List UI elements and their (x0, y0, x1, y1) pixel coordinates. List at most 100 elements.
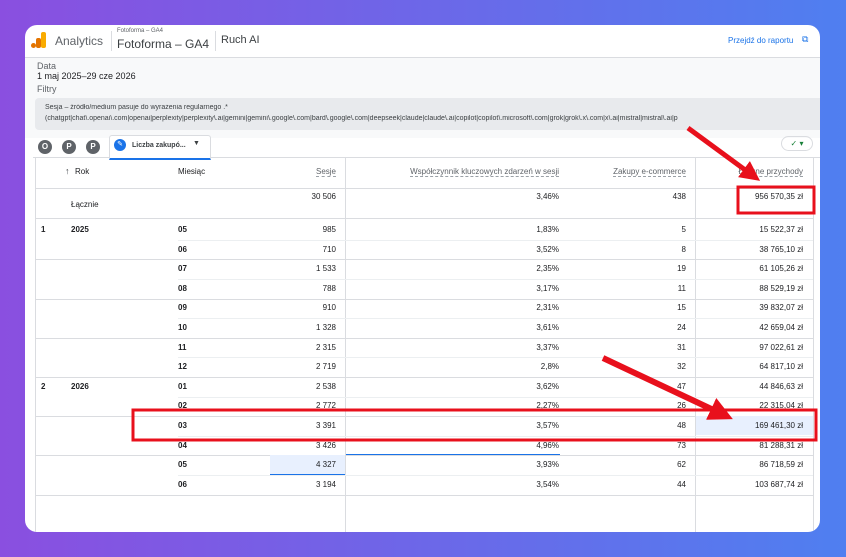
month-cell: 05 (178, 225, 187, 234)
dropdown: ▼ (193, 140, 200, 147)
table-border-left (35, 158, 36, 532)
month-cell: 04 (178, 440, 187, 450)
row-line (178, 357, 813, 359)
year-cell: 2025 (71, 225, 89, 234)
status-pill[interactable]: ✓ ▾ (781, 136, 813, 151)
tab-circle[interactable]: P (86, 140, 100, 154)
data-cell: 2 772 (315, 401, 336, 411)
separator (111, 31, 112, 51)
tab-label[interactable]: Liczba zakupó... (132, 142, 186, 149)
month-cell: 07 (178, 264, 187, 274)
property-name[interactable]: Fotoforma – GA4 (117, 37, 210, 51)
data-cell: 22 315,04 zł (759, 401, 803, 411)
data-cell: 3,52% (536, 244, 559, 254)
row-line (178, 475, 813, 476)
data-cell: 710 (322, 244, 336, 254)
data-cell: 39 832,07 zł (759, 303, 803, 313)
row-line (178, 239, 813, 241)
row-index: 1 (41, 225, 46, 234)
data-cell: 169 461,30 zł (754, 421, 803, 430)
data-cell: 1 533 (315, 264, 336, 274)
table-border-right (813, 158, 814, 532)
month-cell: 06 (178, 479, 187, 489)
data-cell: 19 (677, 264, 686, 274)
data-cell: 3,54% (536, 479, 559, 489)
data-cell: 97 022,61 zł (759, 342, 803, 352)
data-cell: 15 522,37 zł (759, 225, 803, 234)
data-cell: 3,62% (536, 381, 559, 391)
row-line (35, 188, 813, 189)
data-cell: 3,37% (536, 342, 559, 352)
data-cell: 26 (677, 401, 686, 411)
property-small: Fotoforma – GA4 (117, 28, 164, 34)
highlight-box (131, 408, 818, 442)
column-header[interactable]: Zakupy e-commerce (613, 167, 686, 177)
date-range: 1 maj 2025–29 cze 2026 (37, 71, 136, 81)
total-cell: 956 570,35 zł (754, 192, 803, 201)
data-cell: 88 529,19 zł (759, 283, 803, 293)
data-cell: 38 765,10 zł (759, 244, 803, 254)
filter-text: Sesja – źródło/medium pasuje do wyrażeni… (45, 104, 228, 111)
column-header[interactable]: Rok (75, 167, 90, 176)
filters-label: Filtry (37, 84, 57, 94)
data-cell: 48 (677, 421, 686, 430)
column-header[interactable]: Łączne przychody (738, 167, 803, 177)
total-cell: 438 (672, 192, 686, 201)
tab-circle[interactable]: P (62, 140, 76, 154)
data-cell: 4,96% (536, 440, 559, 450)
col-divider (345, 158, 346, 532)
arrow (601, 355, 733, 420)
total-label: Łącznie (71, 200, 99, 209)
data-cell: 32 (677, 362, 686, 372)
data-cell: 47 (677, 381, 686, 391)
data-cell: 8 (681, 244, 686, 254)
total-cell: 30 506 (311, 192, 336, 201)
view-name: Ruch AI (221, 34, 260, 46)
row-line (178, 279, 813, 280)
arrow (686, 125, 761, 181)
data-cell: 44 846,63 zł (759, 381, 803, 391)
product-name: Analytics (55, 34, 104, 48)
data-cell: 2 719 (315, 362, 336, 372)
column-header[interactable]: Sesje (315, 167, 336, 177)
date-label: Data (37, 61, 57, 71)
month-cell: 12 (178, 362, 187, 372)
tabs-divider (33, 157, 820, 158)
month-cell: 08 (178, 283, 187, 293)
filter-box (35, 98, 820, 130)
col-divider (695, 158, 696, 532)
tab-icon: ✎ (114, 139, 126, 151)
active-tab (109, 135, 211, 160)
row-line (35, 455, 813, 457)
column-header[interactable]: Współczynnik kluczowych zdarzeń w sesji (410, 167, 559, 177)
link-icon: ⧉ (802, 34, 809, 44)
data-cell: 2,8% (540, 362, 559, 372)
data-cell: 44 (677, 479, 686, 489)
month-cell: 09 (178, 303, 187, 313)
data-cell: 31 (677, 342, 686, 352)
row-line (35, 259, 813, 261)
data-cell: 910 (322, 303, 336, 313)
data-cell: 2 315 (315, 342, 336, 352)
row-line (35, 377, 813, 378)
row-line (35, 298, 813, 300)
report-link[interactable]: Przejdź do raportu (728, 36, 794, 45)
data-cell: 3,17% (536, 283, 559, 293)
month-cell: 11 (178, 342, 187, 352)
tab-circle[interactable]: O (38, 140, 52, 154)
data-cell: 985 (322, 225, 336, 234)
data-cell: 5 (681, 225, 686, 234)
row-line (35, 494, 813, 496)
data-cell: 73 (677, 440, 686, 450)
data-cell: 81 288,31 zł (759, 440, 803, 450)
analytics-logo (31, 32, 46, 48)
data-cell: 1,83% (536, 225, 559, 234)
data-cell: 1 328 (315, 323, 336, 332)
month-cell: 10 (178, 323, 187, 332)
year-cell: 2026 (71, 381, 89, 391)
column-header[interactable]: Miesiąc (178, 167, 206, 176)
month-cell: 01 (178, 381, 187, 391)
data-cell: 103 687,74 zł (754, 479, 803, 489)
month-cell: 02 (178, 401, 187, 411)
